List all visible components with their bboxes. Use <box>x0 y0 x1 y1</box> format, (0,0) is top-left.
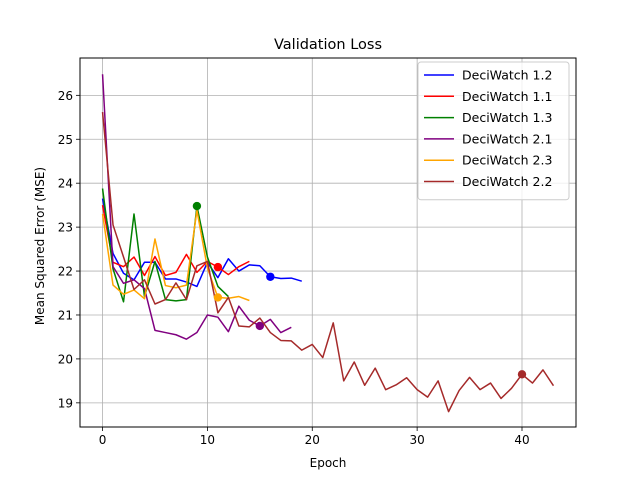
series-line-4 <box>101 209 250 302</box>
y-tick-label: 21 <box>58 308 73 322</box>
x-tick-label: 20 <box>305 433 320 447</box>
x-tick-label: 10 <box>200 433 215 447</box>
legend-box <box>417 61 570 201</box>
series-line-5 <box>101 111 555 413</box>
y-tick-label: 24 <box>58 177 73 191</box>
y-tick-label: 20 <box>58 352 73 366</box>
series-marker-4 <box>213 293 223 302</box>
x-axis-label: Epoch <box>310 456 347 470</box>
y-tick-label: 22 <box>58 265 73 279</box>
y-axis-label: Mean Squared Error (MSE) <box>33 167 47 325</box>
legend-label-1: DeciWatch 1.1 <box>462 89 552 104</box>
x-axis-ticks: 0 10 20 30 40 <box>99 427 530 447</box>
y-axis-ticks: 19 20 21 22 23 24 25 26 <box>58 89 80 410</box>
series-marker-3 <box>255 321 265 331</box>
x-tick-label: 0 <box>99 433 107 447</box>
y-tick-label: 26 <box>58 89 73 103</box>
legend-label-3: DeciWatch 2.1 <box>462 131 552 146</box>
series-marker-1 <box>213 262 223 272</box>
y-tick-label: 23 <box>58 221 73 235</box>
series-marker-2 <box>192 201 202 211</box>
legend-label-2: DeciWatch 1.3 <box>462 110 552 125</box>
chart-title: Validation Loss <box>274 37 382 53</box>
series-line-1 <box>101 205 250 277</box>
series-marker-0 <box>266 272 275 281</box>
legend-label-5: DeciWatch 2.2 <box>462 174 552 189</box>
axes-frame <box>79 57 577 428</box>
y-tick-label: 25 <box>58 133 73 147</box>
legend-label-0: DeciWatch 1.2 <box>462 68 552 83</box>
x-tick-label: 40 <box>514 433 529 447</box>
y-tick-label: 19 <box>58 396 73 410</box>
x-tick-label: 30 <box>409 433 424 447</box>
series-markers <box>192 201 527 379</box>
legend: DeciWatch 1.2 DeciWatch 1.1 DeciWatch 1.3 D… <box>417 61 570 201</box>
series-lines <box>101 74 555 413</box>
series-marker-5 <box>517 370 527 379</box>
legend-label-4: DeciWatch 2.3 <box>462 153 552 168</box>
